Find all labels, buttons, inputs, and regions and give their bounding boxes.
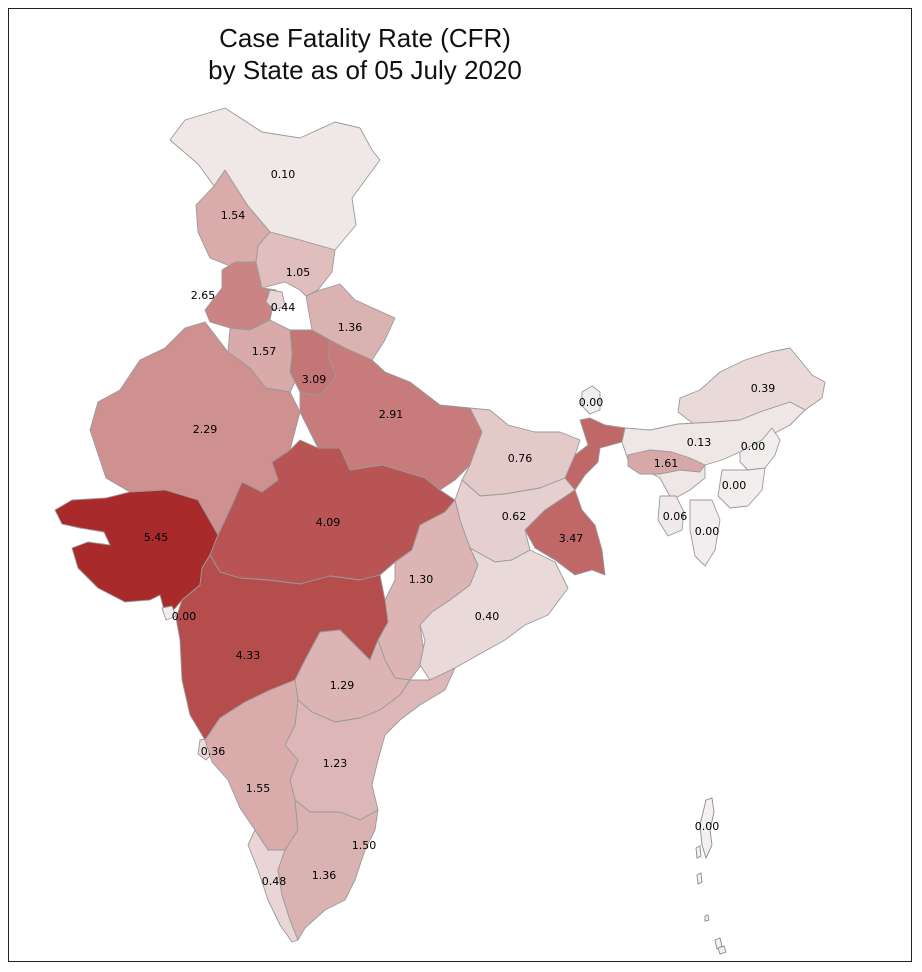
label-wb: 3.47 [559,532,584,545]
label-dd: 0.00 [172,610,197,623]
label-up2: 2.91 [379,408,404,421]
label-tn: 1.36 [312,869,337,882]
state-meghalaya[interactable] [627,449,706,475]
cfr-labels: 0.10 1.54 2.65 0.44 1.05 1.36 1.57 3.09 … [144,168,776,888]
state-tripura[interactable] [657,495,685,537]
label-jk: 0.10 [271,168,296,181]
label-ap: 1.23 [323,757,348,770]
label-mn: 0.00 [722,479,747,492]
states-layer [54,107,826,943]
label-mp: 4.09 [316,516,341,529]
island-shape [717,945,727,955]
state-daman-diu[interactable] [161,605,177,621]
label-mz: 0.00 [695,525,720,538]
label-kl: 0.48 [262,875,287,888]
andaman-nicobar-islands [695,797,727,955]
label-jh: 0.62 [502,510,527,523]
label-tg: 1.29 [330,679,355,692]
label-as: 0.13 [687,436,712,449]
label-pb: 2.65 [191,289,216,302]
label-mh: 4.33 [236,649,261,662]
island-shape [714,937,723,950]
label-hr: 1.36 [338,321,363,334]
title-line-2: by State as of 05 July 2020 [208,55,522,85]
map-title: Case Fatality Rate (CFR) by State as of … [0,22,730,86]
state-mizoram[interactable] [689,499,721,567]
label-ar: 0.39 [751,382,776,395]
label-cg: 1.30 [409,573,434,586]
state-tamil-nadu[interactable] [277,799,379,941]
island-shape [704,914,710,922]
label-an: 0.00 [695,820,720,833]
label-bh: 0.76 [508,452,533,465]
label-gj: 5.45 [144,531,169,544]
state-karnataka[interactable] [204,679,299,851]
island-shape [699,797,715,860]
label-hp: 1.54 [221,209,246,222]
state-jammu-kashmir[interactable] [169,107,381,251]
label-od: 0.40 [475,610,500,623]
island-shape [695,845,702,859]
label-sk: 0.00 [579,396,604,409]
label-ga: 0.36 [201,745,226,758]
label-uk: 1.05 [286,266,311,279]
label-ml: 1.61 [654,457,679,470]
label-py: 1.50 [352,839,377,852]
label-ch: 0.44 [271,301,296,314]
label-rj: 2.29 [193,423,218,436]
island-shape [696,872,703,885]
label-tr: 0.06 [663,510,688,523]
state-nagaland[interactable] [739,427,781,471]
state-chandigarh[interactable] [265,289,286,311]
title-line-1: Case Fatality Rate (CFR) [219,23,511,53]
state-sikkim[interactable] [581,385,601,415]
label-ka: 1.55 [246,782,271,795]
label-up: 3.09 [302,373,327,386]
state-odisha[interactable] [419,547,569,681]
label-dl: 1.57 [252,345,277,358]
label-nl: 0.00 [741,440,766,453]
state-manipur[interactable] [717,467,766,509]
